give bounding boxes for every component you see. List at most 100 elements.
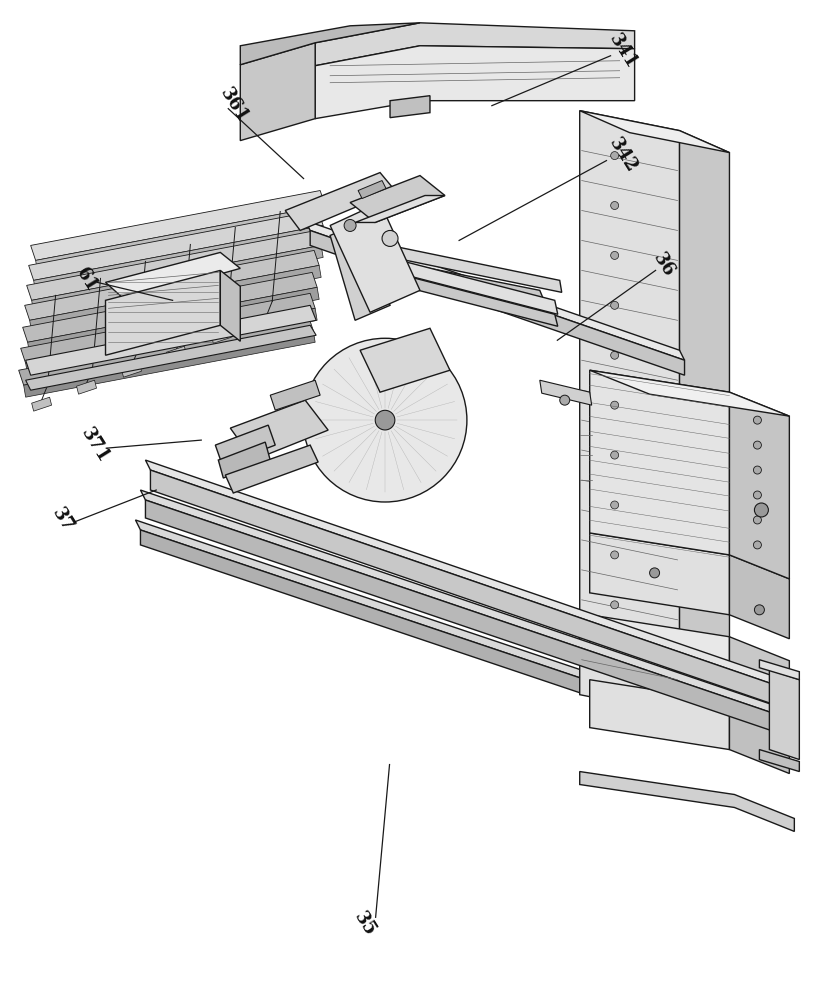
Polygon shape [215,425,275,465]
Circle shape [382,230,397,246]
Polygon shape [24,330,314,397]
Circle shape [610,351,618,359]
Polygon shape [121,363,142,377]
Circle shape [610,551,618,559]
Polygon shape [379,258,544,302]
Polygon shape [589,615,729,680]
Circle shape [753,516,761,524]
Polygon shape [28,287,319,354]
Polygon shape [25,325,316,390]
Polygon shape [679,131,729,737]
Polygon shape [314,46,634,119]
Polygon shape [355,196,445,222]
Polygon shape [140,530,771,758]
Circle shape [753,416,761,424]
Polygon shape [390,96,429,118]
Polygon shape [106,252,240,300]
Polygon shape [34,225,325,292]
Polygon shape [360,328,450,392]
Polygon shape [211,329,231,343]
Polygon shape [729,702,789,774]
Polygon shape [270,380,319,410]
Polygon shape [330,203,419,312]
Text: 36: 36 [649,250,677,281]
Circle shape [303,338,466,502]
Polygon shape [285,173,395,230]
Polygon shape [32,397,52,411]
Circle shape [610,401,618,409]
Circle shape [753,441,761,449]
Polygon shape [758,750,799,772]
Polygon shape [23,272,317,342]
Circle shape [753,541,761,549]
Polygon shape [220,270,240,341]
Polygon shape [166,346,186,360]
Polygon shape [539,380,591,405]
Circle shape [649,568,658,578]
Circle shape [753,466,761,474]
Polygon shape [135,520,771,743]
Polygon shape [76,380,97,394]
Polygon shape [240,23,419,65]
Polygon shape [145,460,773,685]
Polygon shape [314,23,634,66]
Polygon shape [310,230,684,375]
Circle shape [610,451,618,459]
Circle shape [753,491,761,499]
Polygon shape [35,205,327,272]
Circle shape [344,219,355,231]
Text: 37: 37 [48,505,76,535]
Polygon shape [579,111,729,153]
Polygon shape [400,274,557,326]
Circle shape [610,251,618,259]
Polygon shape [25,308,317,375]
Polygon shape [589,370,729,555]
Circle shape [753,503,767,517]
Text: 61: 61 [72,265,101,296]
Text: 341: 341 [604,30,640,71]
Circle shape [610,601,618,609]
Polygon shape [330,220,390,320]
Polygon shape [758,660,799,680]
Polygon shape [240,43,314,141]
Text: 342: 342 [604,135,640,176]
Polygon shape [140,490,773,714]
Circle shape [610,152,618,160]
Polygon shape [589,680,729,750]
Polygon shape [218,442,270,478]
Circle shape [375,410,395,430]
Polygon shape [30,191,325,260]
Polygon shape [19,315,313,385]
Polygon shape [400,260,557,314]
Circle shape [610,301,618,309]
Polygon shape [27,230,321,300]
Polygon shape [29,265,321,332]
Polygon shape [230,400,328,460]
Polygon shape [729,555,789,639]
Polygon shape [305,220,684,360]
Polygon shape [729,392,789,579]
Polygon shape [106,270,220,355]
Text: 35: 35 [351,909,379,940]
Polygon shape [32,245,323,312]
Circle shape [610,202,618,209]
Polygon shape [350,176,445,222]
Polygon shape [768,670,799,760]
Polygon shape [589,533,729,615]
Polygon shape [25,250,319,320]
Polygon shape [25,305,316,375]
Polygon shape [589,370,789,416]
Circle shape [559,395,569,405]
Polygon shape [358,181,386,199]
Polygon shape [390,245,561,292]
Text: 361: 361 [216,85,251,126]
Polygon shape [579,111,679,715]
Polygon shape [225,445,318,493]
Polygon shape [20,293,314,363]
Polygon shape [729,637,789,704]
Polygon shape [29,210,323,280]
Polygon shape [579,772,794,831]
Polygon shape [145,500,773,732]
Polygon shape [256,313,276,327]
Text: 371: 371 [77,424,112,466]
